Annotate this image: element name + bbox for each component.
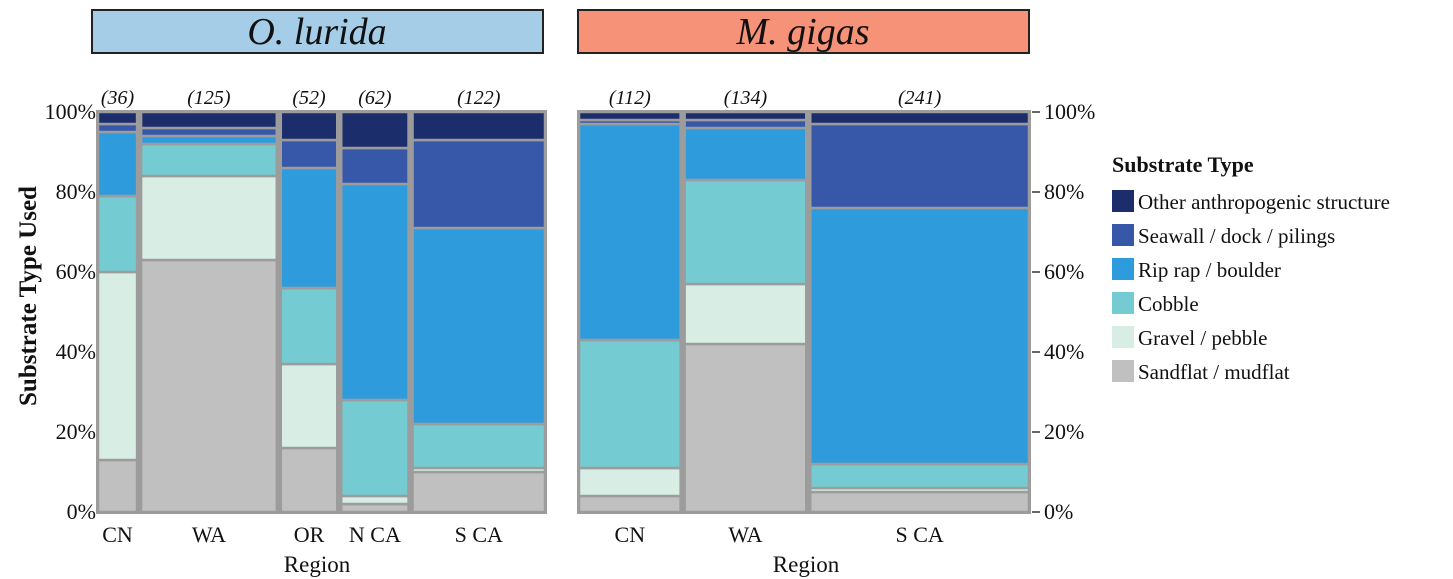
- y-tick-label: 20%: [1044, 419, 1084, 444]
- legend-label: Cobble: [1138, 292, 1199, 316]
- x-axis-label: Region: [773, 552, 840, 577]
- mosaic-segment: [96, 130, 139, 198]
- mosaic-segment: [139, 258, 279, 514]
- y-tick-label: 80%: [56, 179, 96, 204]
- panel-title-o-lurida: O. lurida: [91, 9, 544, 54]
- mosaic-segment: [683, 282, 808, 346]
- mosaic-segment: [139, 174, 279, 262]
- y-tick-label: 0%: [67, 499, 96, 524]
- legend-swatch: [1112, 190, 1134, 212]
- mosaic-segment: [339, 146, 410, 186]
- mosaic-segment: [411, 470, 547, 514]
- legend-swatch: [1112, 326, 1134, 348]
- sample-count-label: (241): [898, 87, 942, 109]
- x-tick-label: S CA: [895, 522, 943, 547]
- y-tick-label: 40%: [56, 339, 96, 364]
- panel-title-text: O. lurida: [247, 11, 386, 53]
- mosaic-segment: [339, 110, 410, 150]
- y-tick-label: 0%: [1044, 499, 1073, 524]
- right-y-ticks: 0% 20% 40% 60% 80% 100%: [1032, 99, 1095, 524]
- legend-swatch: [1112, 360, 1134, 382]
- mosaic-segment: [279, 286, 339, 366]
- mosaic-segment: [577, 338, 682, 470]
- mosaic-segment: [96, 110, 139, 126]
- mosaic-segment: [279, 446, 339, 514]
- legend-title: Substrate Type: [1112, 152, 1254, 177]
- mosaic-segment: [339, 182, 410, 402]
- sample-count-label: (52): [292, 87, 326, 109]
- mosaic-segment: [683, 342, 808, 514]
- mosaic-segment: [809, 122, 1031, 210]
- mosaic-segment: [809, 462, 1031, 490]
- mosaic-segment: [411, 422, 547, 470]
- mosaic-segment: [279, 138, 339, 170]
- mosaic-segment: [577, 122, 682, 342]
- mosaic-segment: [683, 126, 808, 182]
- y-tick-label: 20%: [56, 419, 96, 444]
- sample-count-label: (36): [101, 87, 135, 109]
- mosaic-segment: [577, 110, 682, 122]
- legend-swatch: [1112, 258, 1134, 280]
- mosaic-segment: [411, 226, 547, 426]
- mosaic-segment: [577, 494, 682, 514]
- mosaic-segment: [279, 166, 339, 290]
- y-tick-label: 60%: [56, 259, 96, 284]
- mosaic-segment: [809, 110, 1031, 126]
- mosaic-segment: [96, 458, 139, 514]
- mosaic-segment: [279, 110, 339, 142]
- mosaic-bars: CN (36) WA (125) OR (52) N CA (62) S CA (122) CN (1…: [96, 87, 1031, 547]
- legend-label: Seawall / dock / pilings: [1138, 224, 1335, 248]
- x-tick-label: CN: [615, 522, 646, 547]
- mosaic-segment: [139, 110, 279, 130]
- mosaic-segment: [683, 178, 808, 286]
- legend-label: Rip rap / boulder: [1138, 258, 1281, 282]
- legend-swatch: [1112, 224, 1134, 246]
- mosaic-segment: [139, 142, 279, 178]
- y-tick-label: 100%: [1044, 99, 1095, 124]
- y-axis-label: Substrate Type Used: [15, 186, 42, 406]
- legend-label: Other anthropogenic structure: [1138, 190, 1390, 214]
- mosaic-segment: [279, 362, 339, 450]
- panel-title-m-gigas: M. gigas: [577, 9, 1030, 54]
- y-tick-label: 60%: [1044, 259, 1084, 284]
- y-tick-label: 80%: [1044, 179, 1084, 204]
- legend-swatch: [1112, 292, 1134, 314]
- mosaic-segment: [577, 466, 682, 498]
- sample-count-label: (62): [358, 87, 392, 109]
- sample-count-label: (125): [187, 87, 231, 109]
- y-tick-label: 100%: [45, 99, 96, 124]
- sample-count-label: (122): [457, 87, 501, 109]
- legend-label: Gravel / pebble: [1138, 326, 1267, 350]
- mosaic-segment: [809, 490, 1031, 514]
- x-tick-label: N CA: [349, 522, 401, 547]
- mosaic-segment: [411, 110, 547, 142]
- sample-count-label: (112): [609, 87, 651, 109]
- mosaic-segment: [809, 206, 1031, 466]
- legend: Substrate Type Other anthropogenic struc…: [1112, 152, 1390, 384]
- legend-label: Sandflat / mudflat: [1138, 360, 1290, 384]
- mosaic-segment: [683, 110, 808, 122]
- left-y-ticks: 0% 20% 40% 60% 80% 100%: [45, 99, 96, 524]
- sample-count-label: (134): [724, 87, 768, 109]
- x-tick-label: WA: [192, 522, 226, 547]
- x-tick-label: OR: [294, 522, 325, 547]
- x-axis-label: Region: [284, 552, 351, 577]
- panel-title-text: M. gigas: [736, 11, 870, 53]
- x-tick-label: S CA: [455, 522, 503, 547]
- mosaic-segment: [339, 398, 410, 498]
- y-tick-label: 40%: [1044, 339, 1084, 364]
- x-tick-label: WA: [728, 522, 762, 547]
- mosaic-segment: [96, 194, 139, 274]
- mosaic-segment: [96, 270, 139, 462]
- x-tick-label: CN: [102, 522, 133, 547]
- mosaic-segment: [411, 138, 547, 230]
